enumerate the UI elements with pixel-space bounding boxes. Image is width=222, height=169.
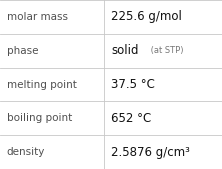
- Text: molar mass: molar mass: [7, 12, 68, 22]
- Text: boiling point: boiling point: [7, 113, 72, 123]
- Text: 2.5876 g/cm³: 2.5876 g/cm³: [111, 146, 190, 159]
- Text: solid: solid: [111, 44, 139, 57]
- Text: phase: phase: [7, 46, 38, 56]
- Text: density: density: [7, 147, 45, 157]
- Text: 652 °C: 652 °C: [111, 112, 151, 125]
- Text: 37.5 °C: 37.5 °C: [111, 78, 155, 91]
- Text: (at STP): (at STP): [148, 46, 183, 55]
- Text: 225.6 g/mol: 225.6 g/mol: [111, 10, 182, 23]
- Text: melting point: melting point: [7, 79, 77, 90]
